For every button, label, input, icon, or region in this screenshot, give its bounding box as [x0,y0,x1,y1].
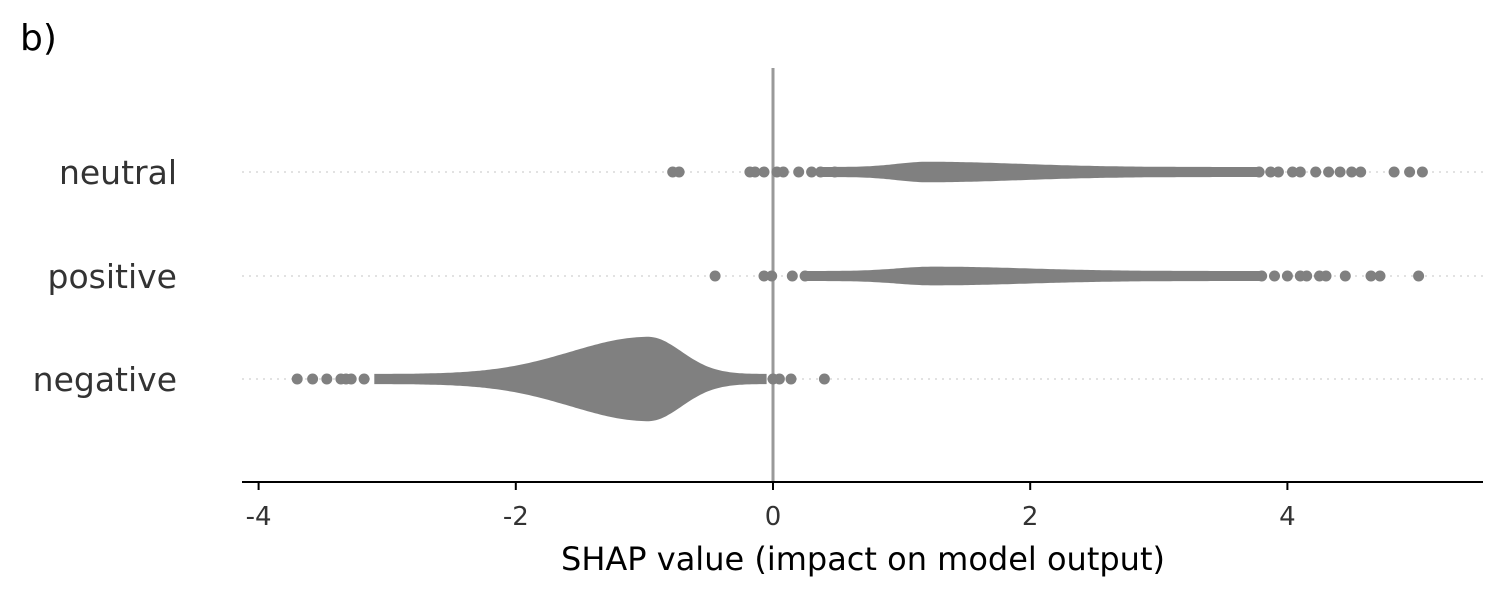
point-neutral-1 [673,166,685,178]
point-positive-13 [1365,270,1377,282]
outlier-points [291,166,1428,385]
point-neutral-15 [1294,166,1306,178]
point-neutral-17 [1323,166,1335,178]
point-positive-6 [1269,270,1280,282]
category-label-neutral: neutral [59,153,177,192]
point-positive-4 [799,270,811,282]
panel-label: b) [20,18,57,59]
point-positive-5 [1256,270,1268,282]
x-tick-label-2: 0 [765,502,782,532]
point-positive-1 [758,270,770,282]
point-neutral-13 [1272,166,1284,178]
point-neutral-21 [1388,166,1400,178]
category-labels: neutral positive negative [33,153,177,399]
point-neutral-12 [1265,166,1277,178]
x-axis-ticks: -4 -2 0 2 4 [246,482,1296,532]
dense-regions [374,161,1262,422]
point-neutral-20 [1355,166,1367,178]
point-neutral-3 [749,166,761,178]
point-negative-2 [321,373,333,385]
point-negative-10 [818,373,830,385]
point-positive-11 [1320,270,1332,282]
x-axis-label: SHAP value (impact on model output) [561,540,1165,578]
point-neutral-4 [758,166,770,178]
x-tick-label-1: -2 [503,502,529,532]
point-neutral-6 [777,166,789,178]
point-positive-14 [1374,270,1386,282]
point-negative-5 [345,373,357,385]
dense-negative [374,336,767,422]
point-negative-9 [785,373,797,385]
point-neutral-16 [1310,166,1322,178]
point-negative-1 [307,373,319,385]
point-neutral-22 [1404,166,1416,178]
point-neutral-8 [806,166,818,178]
point-negative-0 [291,373,303,385]
point-neutral-18 [1334,166,1346,178]
point-neutral-23 [1416,166,1428,178]
dense-positive [805,266,1262,286]
point-neutral-14 [1287,166,1298,178]
point-positive-3 [786,270,798,282]
dense-neutral [820,161,1260,183]
point-neutral-19 [1346,166,1358,178]
point-positive-0 [709,270,721,282]
category-label-negative: negative [33,360,177,399]
point-negative-8 [773,373,785,385]
point-positive-7 [1281,270,1293,282]
point-neutral-10 [829,166,841,178]
point-positive-15 [1413,270,1425,282]
point-positive-2 [766,270,778,282]
point-neutral-7 [793,166,805,178]
category-label-positive: positive [48,257,177,296]
point-positive-9 [1301,270,1313,282]
x-tick-label-4: 4 [1279,502,1296,532]
point-negative-6 [358,373,370,385]
x-tick-label-3: 2 [1022,502,1039,532]
point-neutral-11 [1253,166,1265,178]
x-tick-label-0: -4 [246,502,272,532]
point-neutral-9 [815,166,827,178]
point-positive-12 [1339,270,1351,282]
